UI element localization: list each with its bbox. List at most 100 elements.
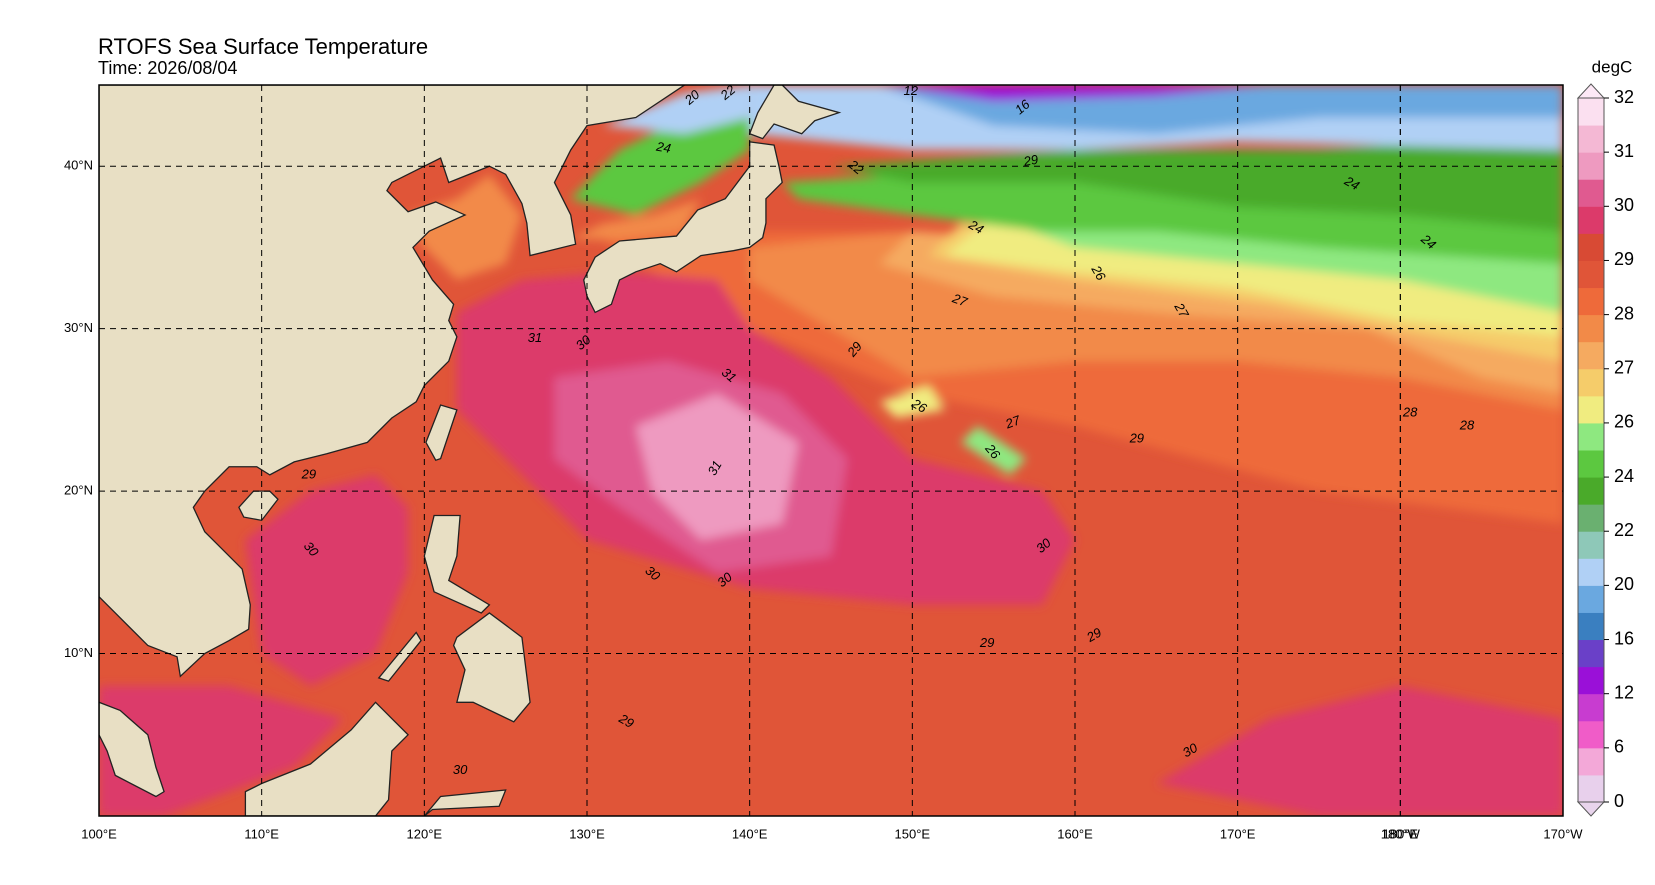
- colorbar-segment: [1578, 693, 1604, 722]
- contour-label: 29: [1021, 152, 1039, 169]
- lon-tick-label: 170°W: [1543, 826, 1583, 841]
- land: [583, 141, 783, 314]
- colorbar-segment: [1578, 531, 1604, 559]
- colorbar-tick-label: 32: [1614, 87, 1634, 107]
- colorbar-segment: [1578, 774, 1604, 803]
- contour-label: 24: [654, 138, 672, 155]
- colorbar-tick-label: 28: [1614, 303, 1634, 323]
- contour-label: 29: [1129, 431, 1144, 446]
- colorbar-segment: [1578, 585, 1604, 613]
- colorbar-segment: [1578, 747, 1604, 776]
- colorbar-frame: [1577, 97, 1605, 803]
- map-area: 31 30313129272627262726242916122224222028…: [99, 83, 1563, 816]
- colorbar-label: degC: [1592, 57, 1633, 76]
- sst-region: [570, 198, 701, 240]
- colorbar-segment: [1578, 98, 1604, 126]
- contour-label: 27: [1171, 299, 1192, 321]
- colorbar-extend-top: [1576, 83, 1606, 99]
- lon-tick-label: 100°E: [81, 826, 117, 841]
- colorbar-tick-label: 6: [1614, 737, 1624, 757]
- lat-tick-label: 10°N: [64, 645, 93, 660]
- colorbar-tick-label: 22: [1614, 520, 1634, 540]
- contour-label: 29: [616, 710, 637, 731]
- land: [244, 701, 409, 816]
- contour-label: 29: [979, 635, 994, 650]
- sst-region: [603, 85, 750, 134]
- contour-label: 26: [1088, 262, 1109, 284]
- map-title: RTOFS Sea Surface Temperature: [98, 34, 428, 59]
- sst-region: [879, 85, 1271, 102]
- colorbar-tick-label: 31: [1614, 141, 1634, 161]
- colorbar-segment: [1578, 152, 1604, 180]
- sst-region: [1156, 686, 1563, 816]
- colorbar-segment: [1578, 666, 1604, 695]
- contour-label: 24: [965, 216, 986, 237]
- land: [425, 404, 458, 462]
- colorbar-segment: [1578, 558, 1604, 586]
- contour-label: 27: [1003, 412, 1023, 432]
- lon-tick-label: 150°E: [895, 826, 931, 841]
- colorbar-tick-label: 20: [1614, 574, 1634, 594]
- lat-tick-label: 20°N: [64, 483, 93, 498]
- colorbar-segment: [1578, 450, 1604, 478]
- lon-tick-label: 110°E: [244, 826, 279, 841]
- lon-tick-label: 120°E: [407, 826, 443, 841]
- colorbar-segment: [1578, 639, 1604, 668]
- land: [748, 85, 842, 140]
- map-frame: [98, 84, 1564, 817]
- colorbar-segment: [1578, 179, 1604, 207]
- colorbar-segment: [1578, 287, 1604, 316]
- colorbar-segment: [1578, 233, 1604, 261]
- sst-region: [635, 393, 799, 540]
- colorbar-segment: [1578, 125, 1604, 153]
- colorbar-tick-label: 27: [1614, 358, 1634, 378]
- sst-region: [245, 474, 409, 687]
- colorbar-segment: [1578, 504, 1604, 532]
- land: [423, 514, 491, 614]
- colorbar-segment: [1578, 206, 1604, 234]
- contour-label: 28: [1402, 405, 1418, 420]
- land: [99, 701, 165, 798]
- lon-tick-label: 170°E: [1220, 826, 1256, 841]
- sst-region: [879, 385, 945, 419]
- colorbar-tick-label: 30: [1614, 195, 1634, 215]
- contour-label: 27: [950, 290, 970, 310]
- lon-tick-label: 140°E: [732, 826, 768, 841]
- contour-label: 24: [1341, 173, 1362, 194]
- colorbar-segment: [1578, 314, 1604, 343]
- colorbar-segment: [1578, 341, 1604, 370]
- contour-label: 26: [908, 395, 930, 416]
- colorbar-tick-label: 24: [1614, 466, 1634, 486]
- colorbar-extend-bottom: [1576, 801, 1606, 817]
- contour-label: 12: [903, 83, 918, 98]
- contour-label: 29: [1083, 625, 1104, 646]
- colorbar-segment: [1578, 477, 1604, 505]
- contour-label: 28: [1459, 418, 1475, 433]
- contour-label: 29: [301, 466, 316, 481]
- colorbar-tick-label: 12: [1614, 682, 1634, 702]
- colorbar-segment: [1578, 720, 1604, 749]
- map-subtitle: Time: 2026/08/04: [98, 58, 237, 78]
- sst-region: [408, 174, 522, 280]
- sst-region: [831, 133, 1563, 232]
- lon-tick-label: 160°E: [1057, 826, 1093, 841]
- lat-tick-label: 40°N: [64, 158, 93, 173]
- colorbar-tick-label: 29: [1614, 249, 1634, 269]
- lon-tick-label: 180°E: [1383, 826, 1419, 841]
- colorbar-tick-label: 26: [1614, 412, 1634, 432]
- colorbar-segment: [1578, 422, 1604, 451]
- colorbar-segment: [1578, 395, 1604, 424]
- lon-tick-label: 130°E: [569, 826, 605, 841]
- sst-region: [570, 101, 750, 215]
- colorbar-segment: [1578, 612, 1604, 641]
- contour-label: 31: [528, 330, 542, 345]
- sst-region: [961, 426, 1027, 475]
- contour-label: 31: [704, 458, 724, 478]
- land: [452, 612, 531, 723]
- colorbar-tick-label: 0: [1614, 791, 1624, 811]
- colorbar-segment: [1578, 260, 1604, 289]
- land: [377, 631, 422, 682]
- land: [423, 789, 507, 816]
- contour-label: 30: [453, 762, 468, 777]
